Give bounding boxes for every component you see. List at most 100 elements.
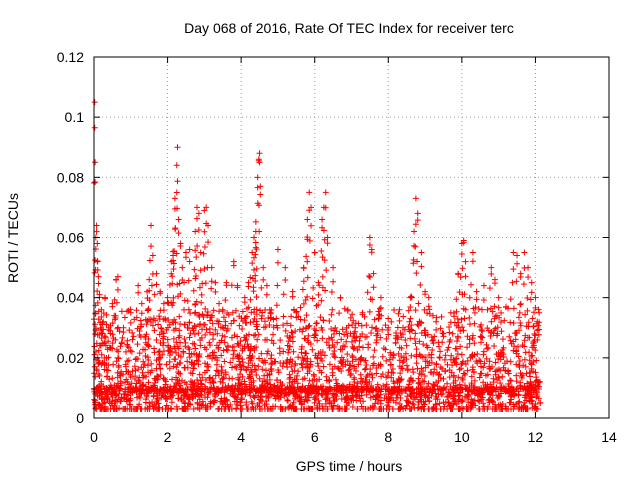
data-point [466,314,473,321]
data-point [445,344,452,351]
data-point [228,334,235,341]
data-point [161,384,168,391]
data-point [528,289,535,296]
data-point [221,333,228,340]
data-point [453,400,460,407]
data-point [217,378,224,385]
data-point [519,386,526,393]
data-point [144,307,151,314]
data-point [243,367,250,374]
grid-lines [94,57,609,418]
data-point [253,344,260,351]
data-point [93,222,100,229]
data-point [144,362,151,369]
data-point [121,405,128,412]
data-point [200,250,207,257]
data-point [121,379,128,386]
data-point [507,296,514,303]
data-point [188,381,195,388]
x-tick-label: 4 [237,429,245,445]
data-point [203,204,210,211]
data-point [404,398,411,405]
data-point [140,346,147,353]
data-point [115,355,122,362]
data-point [394,379,401,386]
data-point [222,369,229,376]
data-point [181,297,188,304]
data-point [484,306,491,313]
data-point [326,376,333,383]
data-point [289,368,296,375]
data-point [380,345,387,352]
data-point [460,305,467,312]
data-point [422,288,429,295]
x-tick-label: 8 [384,429,392,445]
data-point [465,399,472,406]
data-point [437,364,444,371]
data-point [513,278,520,285]
data-point [463,405,470,412]
data-point [418,263,425,270]
data-point [364,289,371,296]
data-point [359,344,366,351]
x-tick-label: 12 [528,429,544,445]
data-point [298,346,305,353]
data-point [408,322,415,329]
data-point [471,351,478,358]
data-point [260,264,267,271]
y-tick-label: 0 [76,410,84,426]
data-point [336,405,343,412]
data-point [160,307,167,314]
data-point [398,365,405,372]
data-point [176,313,183,320]
data-point [166,358,173,365]
data-point [295,354,302,361]
data-point [94,258,101,265]
data-point [400,313,407,320]
data-point [164,336,171,343]
data-point [312,327,319,334]
data-point [462,258,469,265]
data-point [416,351,423,358]
data-point [346,366,353,373]
data-point [385,324,392,331]
data-point [202,280,209,287]
data-point [129,336,136,343]
data-point [145,386,152,393]
data-point [284,396,291,403]
data-point [488,264,495,271]
data-point [157,354,164,361]
data-point [144,317,151,324]
data-point [264,393,271,400]
data-point [517,270,524,277]
data-point [474,350,481,357]
data-point [308,405,315,412]
data-point [221,405,228,412]
data-point [293,376,300,383]
data-point [174,178,181,185]
data-point [214,330,221,337]
data-point [198,291,205,298]
data-point [493,312,500,319]
data-point [347,372,354,379]
data-point [135,282,142,289]
data-point [160,316,167,323]
data-point [219,332,226,339]
data-point [413,360,420,367]
data-point [525,264,532,271]
data-point [489,405,496,412]
data-point [377,334,384,341]
data-point [317,314,324,321]
data-point [220,347,227,354]
data-point [135,289,142,296]
data-point [513,361,520,368]
data-point [345,367,352,374]
data-point [124,391,130,398]
data-point [204,311,211,318]
data-point [289,378,296,385]
data-point [222,397,229,404]
data-point [370,393,377,400]
data-point [248,368,255,375]
data-point [300,300,307,307]
data-point [163,361,170,368]
